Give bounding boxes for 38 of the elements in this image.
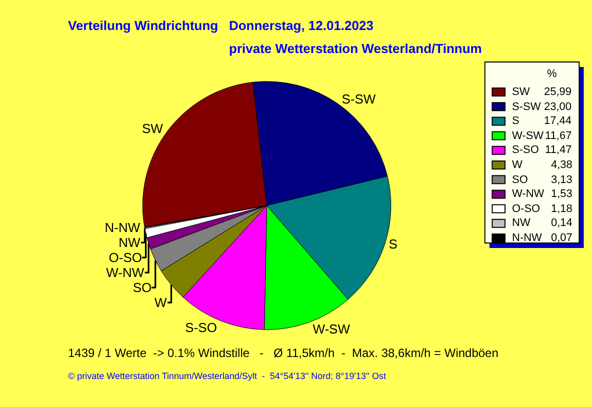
chart-subtitle: private Wetterstation Westerland/Tinnum <box>229 41 482 56</box>
slice-label: S-SO <box>185 320 217 335</box>
data-label: 4,38 <box>551 159 572 171</box>
legend-label: S <box>512 115 520 127</box>
legend-label: S-SO <box>512 144 540 156</box>
legend-label: SO <box>512 174 528 186</box>
slice-label: W-SW <box>312 321 351 336</box>
slice-label: W <box>154 295 168 310</box>
slice-label: NW <box>118 235 141 250</box>
legend-label: W-SW <box>512 130 544 142</box>
slice-label: S-SW <box>342 91 376 106</box>
chart-title: Verteilung Windrichtung Donnerstag, 12.01.2023 <box>68 18 374 33</box>
legend-label: W-NW <box>512 188 545 200</box>
data-label: 11,47 <box>545 144 572 156</box>
text: 1439 / 1 Werte -> 0.1% Windstille - Ø 11,5km/h - Max. 38,6km/h = Windböen <box>68 346 498 360</box>
data-label: 0,14 <box>551 217 572 229</box>
data-label: 11,67 <box>545 130 572 142</box>
data-label: 25,99 <box>544 86 572 98</box>
data-label: 1,53 <box>551 188 572 200</box>
data-label: 3,13 <box>551 174 572 186</box>
legend-label: NW <box>512 217 531 229</box>
slice-label: O-SO <box>108 250 142 266</box>
legend-label: N-NW <box>512 232 543 244</box>
data-label: 23,00 <box>544 101 572 113</box>
slice-label: W-NW <box>106 265 145 280</box>
legend-label: S-SW <box>512 101 542 113</box>
slice-label: N-NW <box>104 220 141 236</box>
legend-label: O-SO <box>512 203 541 215</box>
text: © private Wetterstation Tinnum/Westerland/Sylt - 54°54'13'' Nord; 8°19'13'' Ost <box>68 371 386 381</box>
legend-label: W <box>512 159 523 171</box>
slice-label: S <box>388 236 398 252</box>
data-label: 1,18 <box>551 203 572 215</box>
data-label: 0,07 <box>551 232 572 244</box>
slice-label: SO <box>132 280 152 296</box>
slice-label: SW <box>142 121 164 136</box>
legend-title: % <box>547 68 557 80</box>
legend-label: SW <box>512 86 530 98</box>
data-label: 17,44 <box>544 115 572 127</box>
